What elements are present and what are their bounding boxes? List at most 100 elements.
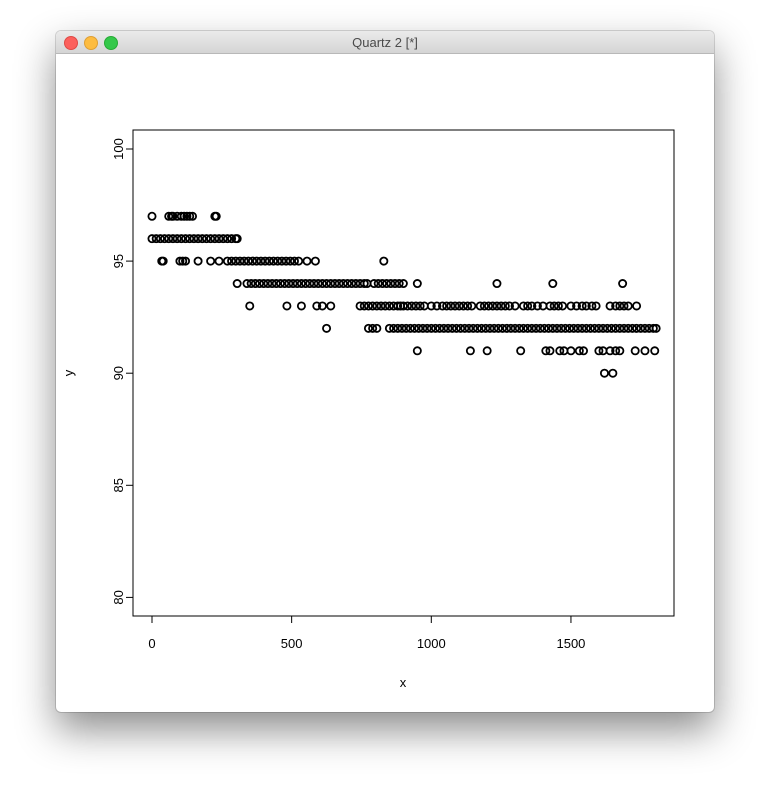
data-point [558,301,568,311]
data-point [393,301,403,311]
data-point [359,301,369,311]
data-point [227,256,237,266]
data-point [368,301,378,311]
data-point [651,323,661,333]
data-point [414,323,424,333]
data-point [426,323,436,333]
data-point [246,279,256,289]
data-point [493,323,503,333]
data-point [243,256,253,266]
data-point [605,346,615,356]
data-point [369,279,379,289]
data-point [301,279,311,289]
data-point [242,279,252,289]
data-point [351,279,361,289]
data-point [377,279,387,289]
data-point [232,234,242,244]
data-point [147,211,157,221]
data-point [386,279,396,289]
data-point [275,279,285,289]
data-point [305,279,315,289]
data-point [397,323,407,333]
data-point [606,323,616,333]
data-point [363,323,373,333]
data-point [560,323,570,333]
minimize-button[interactable] [84,36,98,50]
data-point [382,279,392,289]
data-point [201,234,211,244]
data-point [179,211,189,221]
x-axis-label: x [400,675,407,690]
data-point [296,279,306,289]
data-point [489,323,499,333]
data-point [389,323,399,333]
data-point [496,301,506,311]
data-point [355,301,365,311]
data-point [566,301,576,311]
data-point [412,346,422,356]
data-point [317,279,327,289]
data-point [527,301,537,311]
data-point [398,301,408,311]
data-point [602,323,612,333]
data-point [545,346,555,356]
data-point [189,234,199,244]
data-point [498,323,508,333]
data-point [514,323,524,333]
close-button[interactable] [64,36,78,50]
data-point [553,301,563,311]
data-point [147,234,157,244]
data-point [577,301,587,311]
data-point [277,256,287,266]
data-point [574,346,584,356]
data-point [398,279,408,289]
data-point [313,279,323,289]
data-point [577,323,587,333]
data-point [218,234,228,244]
data-point [384,301,394,311]
data-point [468,323,478,333]
data-point [176,234,186,244]
x-axis: 0 500 1000 1500 [148,615,585,651]
data-point [450,301,460,311]
title-bar[interactable]: Quartz 2 [*] [56,31,714,54]
data-point [591,301,601,311]
data-point [640,323,650,333]
y-axis: 80 85 90 95 100 [111,138,134,605]
data-point [280,279,290,289]
data-point [467,301,477,311]
data-point [619,301,629,311]
data-point [394,279,404,289]
data-point [430,323,440,333]
data-point [432,301,442,311]
y-tick-label: 80 [111,590,126,604]
zoom-button[interactable] [104,36,118,50]
data-point [368,323,378,333]
data-point [373,279,383,289]
data-point [267,279,277,289]
x-tick-label: 0 [148,636,155,651]
data-point [359,279,369,289]
data-point [605,301,615,311]
data-point [312,301,322,311]
data-point [338,279,348,289]
x-tick-label: 500 [281,636,303,651]
data-point [372,301,382,311]
data-point [502,323,512,333]
data-point [222,234,232,244]
data-point [619,323,629,333]
data-point [581,301,591,311]
data-point [168,211,178,221]
data-point [172,234,182,244]
data-point [289,256,299,266]
plot-frame [132,129,675,617]
x-tick-label: 1500 [556,636,585,651]
data-point [343,279,353,289]
data-point [477,323,487,333]
data-point [182,211,192,221]
data-point [481,323,491,333]
data-point [322,323,332,333]
data-point [211,211,221,221]
data-point [239,256,249,266]
data-point [384,323,394,333]
